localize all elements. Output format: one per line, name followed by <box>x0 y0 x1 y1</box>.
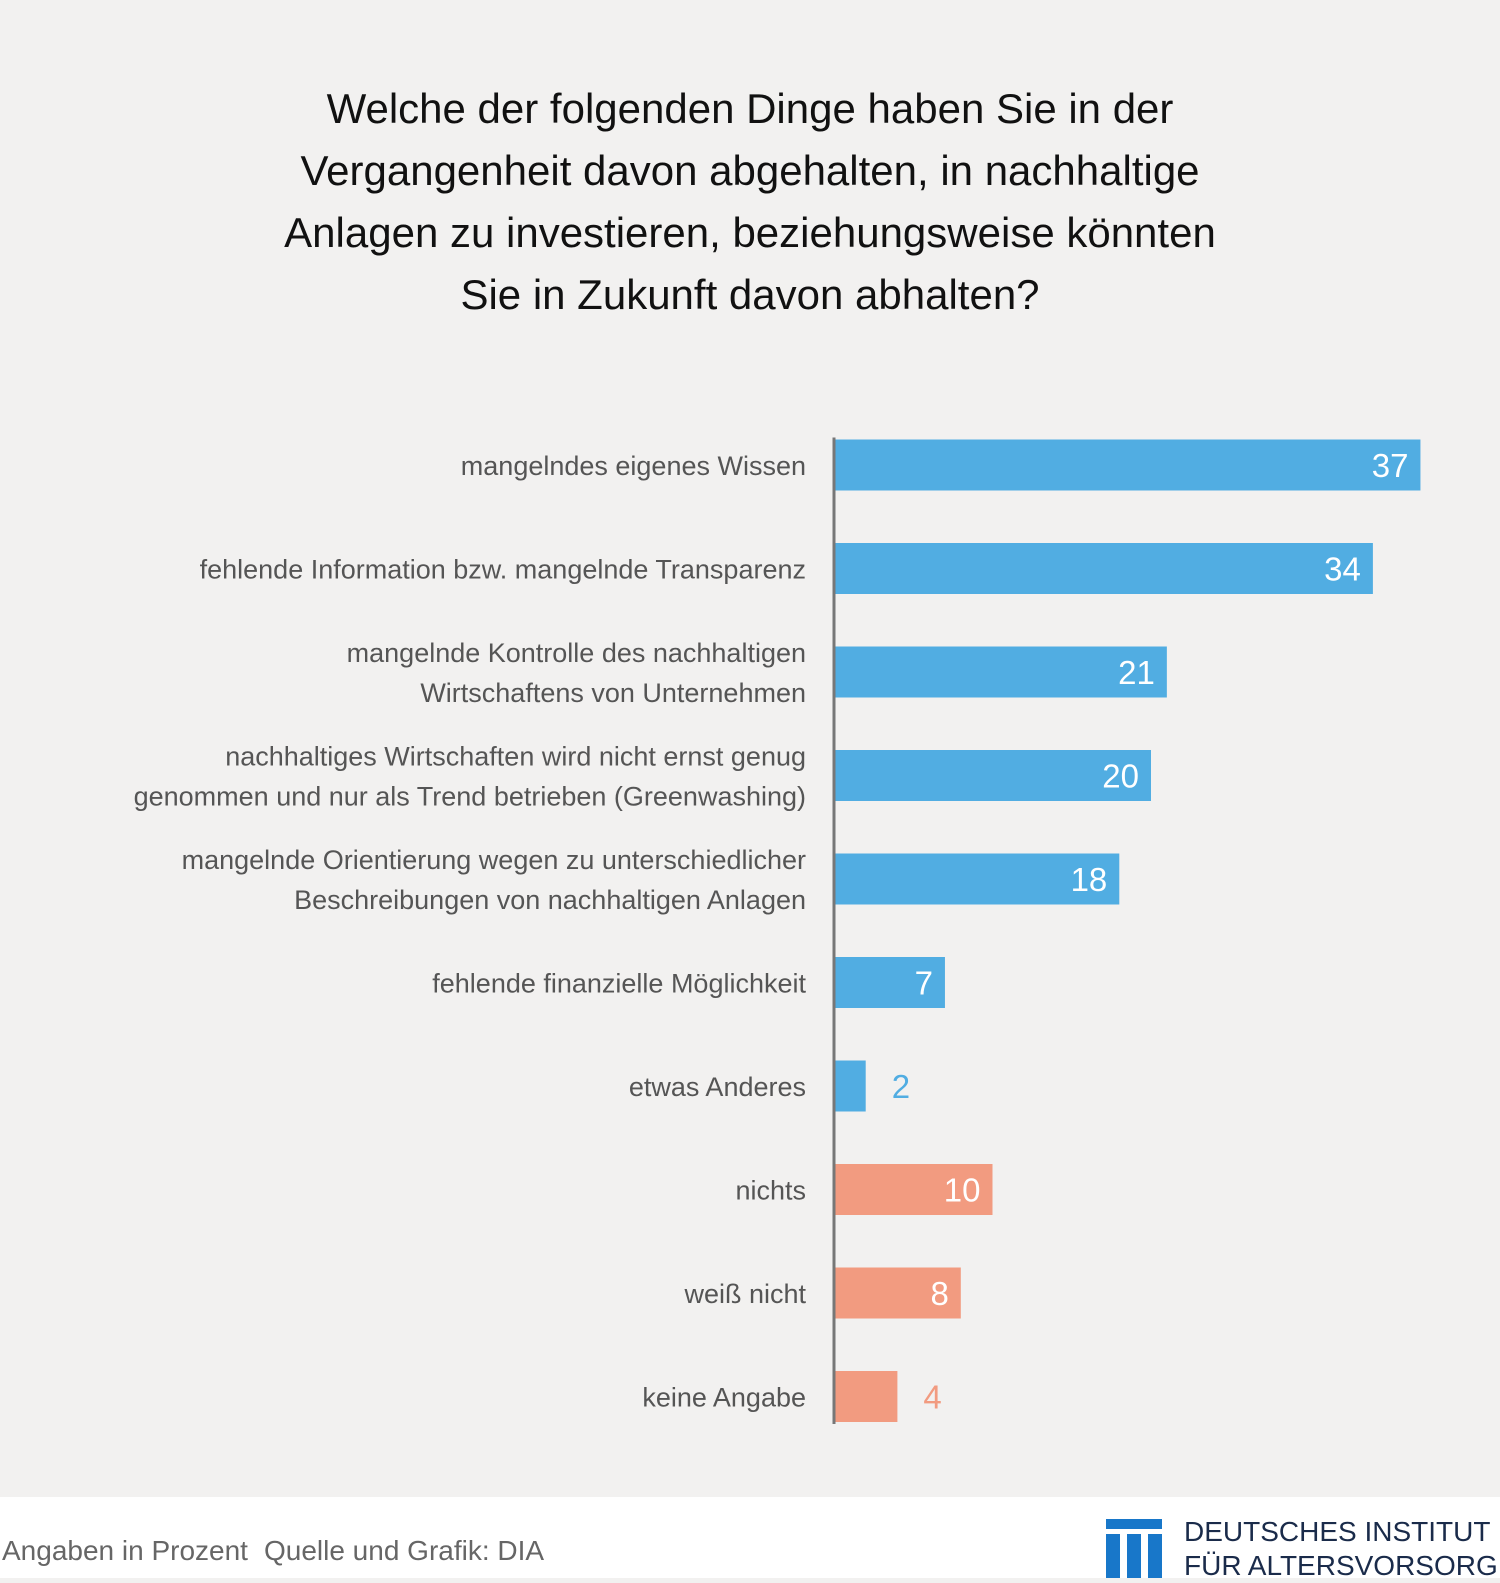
bar <box>834 646 1167 698</box>
bar-chart: 37 mangelndes eigenes Wissen 34 fehlende In… <box>134 437 1421 1424</box>
bar-value-label: 34 <box>1324 551 1361 588</box>
bar-value-label: 20 <box>1102 758 1139 795</box>
category-label: Wirtschaftens von Unternehmen <box>420 678 806 708</box>
bar-value-label: 10 <box>944 1172 981 1209</box>
bar-value-label: 4 <box>923 1379 941 1416</box>
bar <box>834 957 945 1008</box>
category-label: nichts <box>735 1176 806 1206</box>
title-line: Welche der folgenden Dinge haben Sie in … <box>326 85 1174 132</box>
title-line: Vergangenheit davon abgehalten, in nachh… <box>300 147 1200 194</box>
category-label: nachhaltiges Wirtschaften wird nicht ern… <box>225 742 806 772</box>
bar <box>834 1164 993 1215</box>
footer: Angaben in Prozent Quelle und Grafik: DIA… <box>0 1497 1500 1581</box>
unit-note: Angaben in Prozent <box>2 1535 248 1566</box>
category-label: fehlende Information bzw. mangelnde Tran… <box>200 555 806 585</box>
chart-title: Welche der folgenden Dinge haben Sie in … <box>200 78 1300 326</box>
bar-value-label: 8 <box>930 1275 948 1312</box>
category-label: etwas Anderes <box>629 1072 806 1102</box>
dia-logo-icon <box>1106 1519 1162 1578</box>
category-label: mangelnde Orientierung wegen zu untersch… <box>182 845 806 875</box>
category-label: keine Angabe <box>642 1383 806 1413</box>
dia-logo-text: DEUTSCHES INSTITUT FÜR ALTERSVORSORGE <box>1184 1515 1500 1583</box>
bar-value-label: 7 <box>915 965 933 1002</box>
bar <box>834 1267 961 1319</box>
bar-value-label: 37 <box>1372 447 1409 484</box>
bar-value-label: 2 <box>892 1068 910 1105</box>
bar-value-label: 21 <box>1118 654 1155 691</box>
title-line: Sie in Zukunft davon abhalten? <box>460 271 1040 318</box>
source-note: Quelle und Grafik: DIA <box>263 1535 545 1566</box>
title-line: Anlagen zu investieren, beziehungsweise … <box>284 209 1216 256</box>
category-label: fehlende finanzielle Möglichkeit <box>432 969 806 999</box>
bar <box>834 439 1421 491</box>
logo-line-2: FÜR ALTERSVORSORGE <box>1184 1550 1500 1581</box>
category-label: weiß nicht <box>683 1279 806 1309</box>
bar <box>834 853 1120 905</box>
bar <box>834 750 1151 801</box>
bar <box>834 543 1373 594</box>
category-label: mangelndes eigenes Wissen <box>461 451 806 481</box>
category-label: mangelnde Kontrolle des nachhaltigen <box>347 638 806 668</box>
bar <box>834 1371 898 1422</box>
category-label: Beschreibungen von nachhaltigen Anlagen <box>294 885 806 915</box>
footer-note: Angaben in Prozent Quelle und Grafik: DIA <box>2 1535 544 1567</box>
bar-value-label: 18 <box>1071 861 1108 898</box>
category-label: genommen und nur als Trend betrieben (Gr… <box>134 782 806 812</box>
logo-line-1: DEUTSCHES INSTITUT <box>1184 1516 1491 1547</box>
bar <box>834 1060 866 1112</box>
